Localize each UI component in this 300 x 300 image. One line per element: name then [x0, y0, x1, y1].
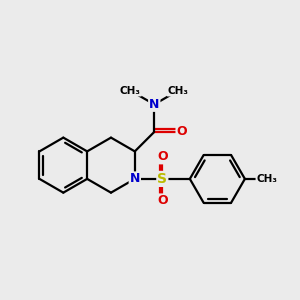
Text: N: N	[130, 172, 140, 185]
Text: S: S	[157, 172, 167, 186]
Text: O: O	[157, 150, 168, 164]
Text: CH₃: CH₃	[168, 85, 189, 96]
Text: CH₃: CH₃	[256, 174, 278, 184]
Text: O: O	[176, 125, 187, 138]
Text: N: N	[149, 98, 160, 111]
Text: CH₃: CH₃	[120, 85, 141, 96]
Text: O: O	[157, 194, 168, 207]
